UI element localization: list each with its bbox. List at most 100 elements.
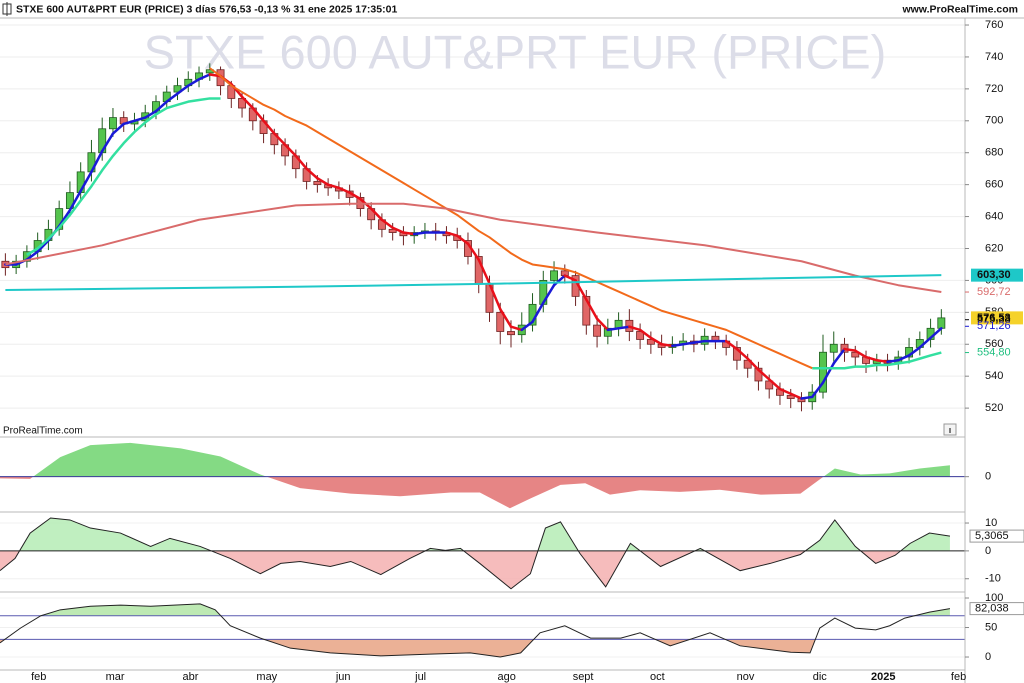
candle-body [550, 270, 558, 281]
moving-average-segment [455, 234, 470, 245]
price-label: 576,53 [977, 312, 1011, 324]
moving-average-segment [897, 354, 911, 362]
candle-body [786, 394, 795, 399]
moving-average-segment [79, 170, 93, 193]
y-tick-label: 0 [985, 471, 991, 483]
moving-average-segment [283, 143, 298, 158]
moving-average-segment [348, 191, 362, 201]
moving-average-segment [542, 283, 556, 305]
y-tick-label: 0 [985, 651, 991, 663]
moving-average-segment [918, 336, 932, 349]
moving-average-segment [692, 339, 706, 344]
header-title: STXE 600 AUT&PRT EUR (PRICE) 3 días 576,… [16, 3, 397, 15]
x-tick-label: mar [106, 671, 125, 683]
axis-layer: feb mar abr may jun jul ago sept oct nov dic 2025 fe… [31, 19, 1024, 683]
moving-average-segment [660, 343, 674, 348]
moving-average-segment [854, 349, 868, 359]
moving-average-segment [143, 109, 158, 119]
oscillator-fill [0, 639, 950, 658]
moving-average-segment [305, 167, 319, 180]
moving-average-segment [326, 183, 341, 190]
moving-average-segment [316, 177, 330, 186]
oscillator-fill [19, 518, 950, 551]
x-tick-label: sept [573, 671, 594, 683]
x-tick-label: feb [951, 671, 966, 683]
price-label: 575,38 [977, 314, 1011, 326]
moving-average-segment [520, 320, 534, 332]
candle-body [829, 343, 838, 353]
candle-body [636, 331, 645, 340]
moving-average-segment [337, 186, 351, 194]
moving-average-segment [36, 239, 50, 253]
plot-layer [0, 63, 965, 658]
moving-average-segment [154, 100, 169, 113]
moving-average [5, 274, 942, 291]
moving-average-segment [509, 325, 524, 332]
candle-body [388, 228, 397, 233]
moving-average-segment [628, 325, 642, 332]
moving-average-segment [273, 132, 287, 146]
candle-body [173, 85, 182, 93]
watermark: STXE 600 AUT&PRT EUR (PRICE) [144, 25, 887, 78]
price-label: 571,26 [977, 320, 1011, 332]
y-tick-label: 10 [985, 517, 997, 529]
candle-body [819, 351, 827, 393]
moving-average-segment [251, 106, 265, 123]
moving-average-segment [380, 218, 394, 229]
moving-average-segment [563, 274, 577, 282]
moving-average-segment [445, 231, 459, 237]
price-label: 603,30 [977, 269, 1011, 281]
moving-average-segment [68, 189, 82, 212]
moving-average-segment [864, 355, 879, 362]
x-tick-label: abr [182, 671, 198, 683]
moving-average-segment [757, 368, 771, 381]
x-tick-label: oct [650, 671, 665, 683]
moving-average-segment [90, 149, 104, 174]
moving-average-segment [574, 279, 588, 301]
x-tick-label: dic [813, 671, 828, 683]
y-tick-label: 100 [985, 592, 1003, 604]
oscillator-line [0, 603, 951, 658]
y-tick-label: 720 [985, 83, 1003, 95]
moving-average-segment [832, 347, 846, 365]
y-tick-label: 0 [985, 545, 991, 557]
moving-average-segment [843, 347, 857, 352]
moving-average-segment [111, 122, 125, 135]
moving-average-segment [821, 362, 836, 384]
candle-body [582, 295, 591, 326]
y-tick-label: 760 [985, 19, 1003, 31]
candle-body [937, 317, 946, 329]
moving-average-segment [100, 132, 115, 153]
moving-average-segment [724, 339, 739, 351]
price-label-box [971, 311, 1023, 325]
price-label: 592,72 [977, 286, 1011, 298]
candle-body [593, 324, 602, 337]
y-tick-label: 660 [985, 179, 1003, 191]
source-link[interactable]: www.ProRealTime.com [901, 3, 1018, 15]
moving-average-segment [133, 116, 147, 123]
moving-average-segment [649, 336, 663, 346]
moving-average-segment [477, 258, 491, 285]
moving-average-segment [875, 358, 889, 364]
moving-average-segment [176, 84, 190, 95]
moving-average-segment [595, 317, 610, 332]
moving-average-segment [531, 301, 545, 324]
candle-body [109, 117, 117, 130]
oscillator-fill [0, 603, 950, 616]
end-label: 82,038 [975, 603, 1009, 615]
grid-layer [0, 24, 965, 658]
moving-average-segment [681, 341, 696, 346]
x-tick-label: feb [31, 671, 46, 683]
candle-body [313, 181, 322, 186]
moving-average-segment [197, 73, 212, 81]
oscillator-fill [0, 442, 950, 477]
moving-average-segment [294, 154, 308, 170]
candle-body [507, 331, 515, 336]
moving-average-segment [810, 381, 825, 399]
y-tick-label: 520 [985, 402, 1003, 414]
moving-average-segment [789, 392, 803, 400]
moving-average-segment [466, 242, 480, 261]
moving-average-segment [262, 119, 276, 135]
